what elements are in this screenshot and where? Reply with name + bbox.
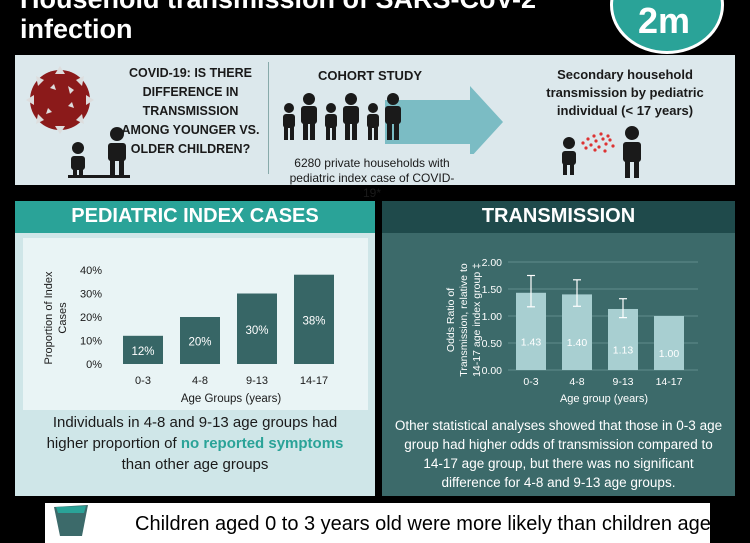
y-tick-label: 30% bbox=[80, 289, 102, 301]
y-axis-label-line1: Odds Ratio of bbox=[445, 288, 457, 352]
seesaw-children-icon bbox=[68, 127, 130, 178]
outcome-line2: transmission by pediatric bbox=[546, 85, 704, 100]
cohort-desc-line2: pediatric index case of COVID-19* bbox=[289, 171, 455, 200]
x-tick-label: 0-3 bbox=[523, 376, 538, 388]
right-note-line2: group had higher odds of transmission co… bbox=[404, 437, 713, 452]
virus-icon bbox=[26, 66, 94, 134]
bar-value-label: 1.00 bbox=[659, 348, 680, 360]
bar-value-label: 30% bbox=[245, 325, 268, 337]
bar bbox=[123, 335, 163, 364]
bar-value-label: 12% bbox=[131, 346, 154, 358]
y-tick-label: 1.50 bbox=[482, 284, 503, 296]
bar-value-label: 1.43 bbox=[521, 336, 542, 348]
bar-value-label: 38% bbox=[302, 315, 325, 327]
y-axis-label-line1: Proportion of Index bbox=[43, 271, 55, 364]
transmission-graphics bbox=[562, 126, 641, 178]
logo-text: 2m bbox=[637, 0, 691, 41]
question-line5: OLDER CHILDREN? bbox=[130, 142, 251, 156]
cohort-graphics bbox=[283, 86, 503, 154]
transmission-odds-chart: 0.00 0.50 1.00 1.50 2.00 1.43 0-3 1.40 4-8 1.13 9-… bbox=[445, 257, 698, 405]
bar-value-label: 1.13 bbox=[613, 344, 634, 356]
question-line2: DIFFERENCE IN bbox=[142, 85, 239, 99]
left-note: Individuals in 4-8 and 9-13 age groups h… bbox=[15, 412, 375, 475]
y-tick-label: 0% bbox=[86, 359, 102, 371]
cohort-title: COHORT STUDY bbox=[318, 68, 422, 83]
x-axis-label: Age group (years) bbox=[560, 393, 648, 405]
y-tick-label: 10% bbox=[80, 336, 102, 348]
question-line1: IS THERE bbox=[194, 66, 252, 80]
page-title-line1: Household transmission of SARS-CoV-2 bbox=[20, 0, 536, 15]
pediatric-index-heading: PEDIATRIC INDEX CASES bbox=[71, 205, 319, 227]
y-axis-label-line2: Transmission, relative to bbox=[458, 263, 470, 377]
arrow-icon bbox=[385, 86, 503, 154]
bar-value-label: 1.40 bbox=[567, 337, 588, 349]
bar-value-label: 20% bbox=[188, 337, 211, 349]
outcome-line3: individual (< 17 years) bbox=[556, 103, 694, 118]
x-tick-label: 14-17 bbox=[656, 376, 683, 388]
left-note-line1: Individuals in 4-8 and 9-13 age groups h… bbox=[52, 414, 338, 431]
overview-graphics bbox=[26, 66, 130, 178]
y-tick-label: 20% bbox=[80, 312, 102, 324]
y-tick-label: 0.00 bbox=[482, 365, 503, 377]
y-axis-label-line2: Cases bbox=[57, 302, 69, 334]
right-note-line3: 14-17 age group, but there was no signif… bbox=[423, 456, 694, 471]
cup-icon bbox=[54, 505, 88, 536]
left-note-emphasis: no reported symptoms bbox=[180, 435, 344, 452]
right-note-line4: difference for 4-8 and 9-13 age groups. bbox=[441, 475, 676, 490]
transmission-header bbox=[382, 201, 735, 233]
bar bbox=[654, 316, 684, 370]
y-tick-label: 2.00 bbox=[482, 257, 503, 269]
transmission-heading: TRANSMISSION bbox=[481, 205, 636, 227]
cohort-description: 6280 private households with pediatric i… bbox=[282, 156, 462, 201]
y-tick-label: 0.50 bbox=[482, 338, 503, 350]
x-tick-label: 4-8 bbox=[569, 376, 584, 388]
index-cases-chart: 0% 10% 20% 30% 40% 12% 0-3 20% 4-8 30% 9-13 38% 14-1… bbox=[43, 265, 334, 405]
pediatric-index-header bbox=[15, 201, 375, 233]
question-line3: TRANSMISSION bbox=[142, 104, 239, 118]
droplets-icon bbox=[581, 132, 615, 153]
bar bbox=[562, 294, 592, 370]
question-lead: COVID-19: bbox=[129, 66, 191, 80]
research-question: COVID-19: IS THERE DIFFERENCE IN TRANSMI… bbox=[118, 64, 263, 159]
outcome-line1: Secondary household bbox=[557, 67, 693, 82]
bar bbox=[237, 293, 277, 364]
outcome-description: Secondary household transmission by pedi… bbox=[520, 66, 730, 120]
child-icon bbox=[562, 137, 576, 175]
bar bbox=[180, 317, 220, 364]
x-tick-label: 0-3 bbox=[135, 375, 151, 387]
left-note-line3: than other age groups bbox=[121, 456, 269, 473]
question-line4: AMONG YOUNGER VS. bbox=[121, 123, 260, 137]
page-title-line2: infection bbox=[20, 14, 133, 44]
y-axis-label-line3: 14-17 age index group ‡ bbox=[471, 263, 483, 377]
family-group-icon bbox=[283, 93, 401, 140]
right-note: Other statistical analyses showed that t… bbox=[385, 416, 732, 492]
y-tick-label: 1.00 bbox=[482, 311, 503, 323]
adult-icon bbox=[623, 126, 641, 178]
x-tick-label: 4-8 bbox=[192, 375, 208, 387]
panel-divider bbox=[268, 62, 269, 174]
conclusion-text: Children aged 0 to 3 years old were more… bbox=[135, 513, 750, 535]
x-axis-label: Age Groups (years) bbox=[181, 393, 282, 405]
left-note-line2: higher proportion of bbox=[46, 435, 181, 452]
cohort-desc-line1: 6280 private households with bbox=[294, 156, 450, 170]
bar bbox=[608, 308, 638, 370]
right-note-line1: Other statistical analyses showed that t… bbox=[394, 418, 723, 433]
y-tick-label: 40% bbox=[80, 265, 102, 277]
bar bbox=[294, 274, 334, 364]
x-tick-label: 9-13 bbox=[612, 376, 633, 388]
x-tick-label: 9-13 bbox=[246, 375, 268, 387]
x-tick-label: 14-17 bbox=[300, 375, 328, 387]
